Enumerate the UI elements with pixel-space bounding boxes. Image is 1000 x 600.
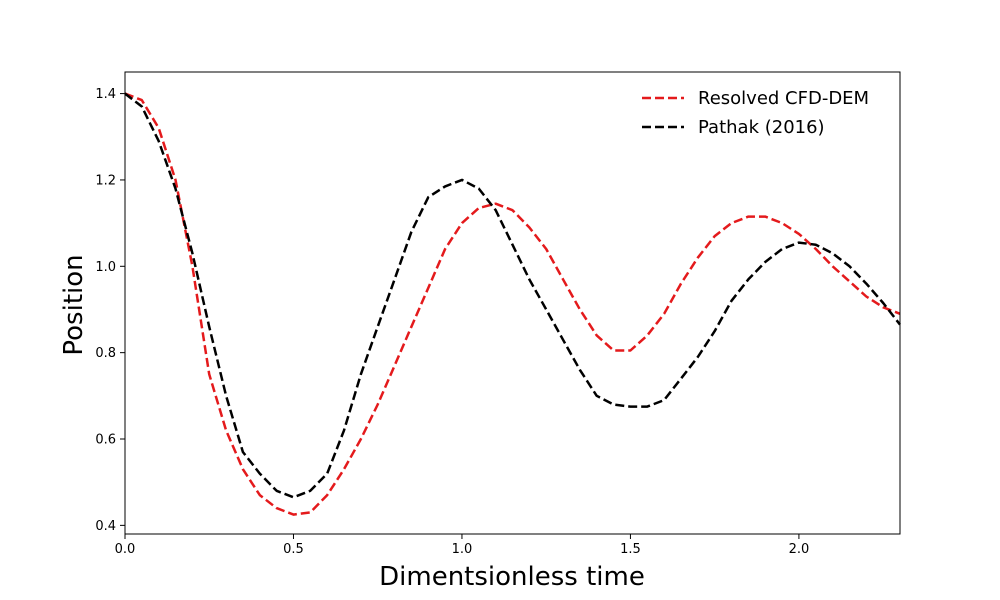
y-tick-label: 0.6	[95, 433, 116, 448]
x-tick-label: 1.5	[620, 542, 641, 557]
y-tick-label: 0.8	[95, 346, 116, 361]
y-axis-ticks: 0.4 0.6 0.8 1.0 1.2 1.4	[95, 87, 125, 534]
series-lines	[124, 92, 901, 516]
plot-frame	[124, 71, 901, 535]
series-line-resolved-cfd-dem	[124, 92, 901, 516]
x-axis-ticks: 0.0 0.5 1.0 1.5 2.0	[115, 534, 810, 557]
series-line-pathak-2016	[124, 92, 901, 499]
y-tick-label: 1.4	[95, 87, 116, 102]
y-tick-label: 1.2	[95, 173, 116, 188]
legend: Resolved CFD-DEM Pathak (2016)	[642, 88, 869, 138]
x-tick-label: 1.0	[452, 542, 473, 557]
y-tick-label: 0.4	[95, 519, 116, 534]
legend-label-resolved-cfd-dem: Resolved CFD-DEM	[698, 88, 869, 109]
y-axis-label: Position	[59, 254, 89, 355]
x-tick-label: 2.0	[789, 542, 810, 557]
x-tick-label: 0.5	[283, 542, 304, 557]
x-axis-label: Dimentsionless time	[379, 562, 645, 592]
x-tick-label: 0.0	[115, 542, 136, 557]
y-tick-label: 1.0	[95, 260, 116, 275]
legend-label-pathak-2016: Pathak (2016)	[698, 117, 825, 138]
